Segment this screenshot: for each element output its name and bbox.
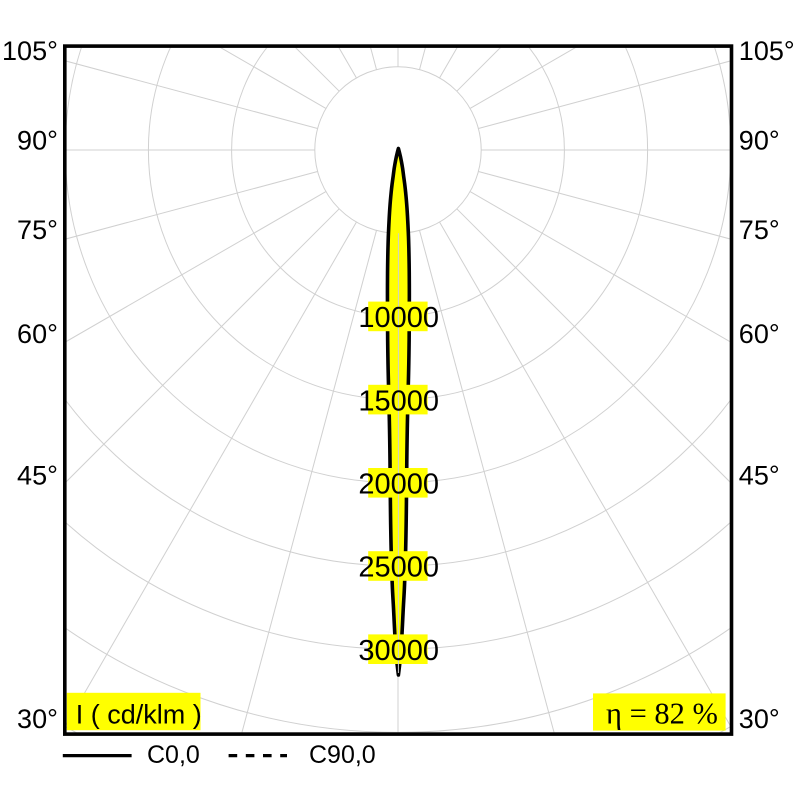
svg-text:C90,0: C90,0 <box>309 741 376 769</box>
svg-text:30°: 30° <box>17 704 58 734</box>
svg-text:75°: 75° <box>739 215 780 245</box>
svg-text:90°: 90° <box>739 126 780 156</box>
svg-text:105°: 105° <box>2 36 58 66</box>
svg-text:45°: 45° <box>17 460 58 490</box>
svg-text:90°: 90° <box>17 126 58 156</box>
svg-text:60°: 60° <box>739 319 780 349</box>
svg-text:105°: 105° <box>739 36 795 66</box>
svg-text:15000: 15000 <box>358 385 439 417</box>
svg-text:25000: 25000 <box>358 552 439 584</box>
svg-text:20000: 20000 <box>358 469 439 501</box>
svg-text:60°: 60° <box>17 319 58 349</box>
svg-text:10000: 10000 <box>358 302 439 334</box>
svg-text:30°: 30° <box>739 704 780 734</box>
svg-text:75°: 75° <box>17 215 58 245</box>
svg-text:30000: 30000 <box>358 635 439 667</box>
svg-text:η = 82 %: η = 82 % <box>606 697 718 731</box>
svg-text:C0,0: C0,0 <box>147 741 200 769</box>
svg-text:I ( cd/klm ): I ( cd/klm ) <box>76 699 202 729</box>
svg-text:45°: 45° <box>739 460 780 490</box>
